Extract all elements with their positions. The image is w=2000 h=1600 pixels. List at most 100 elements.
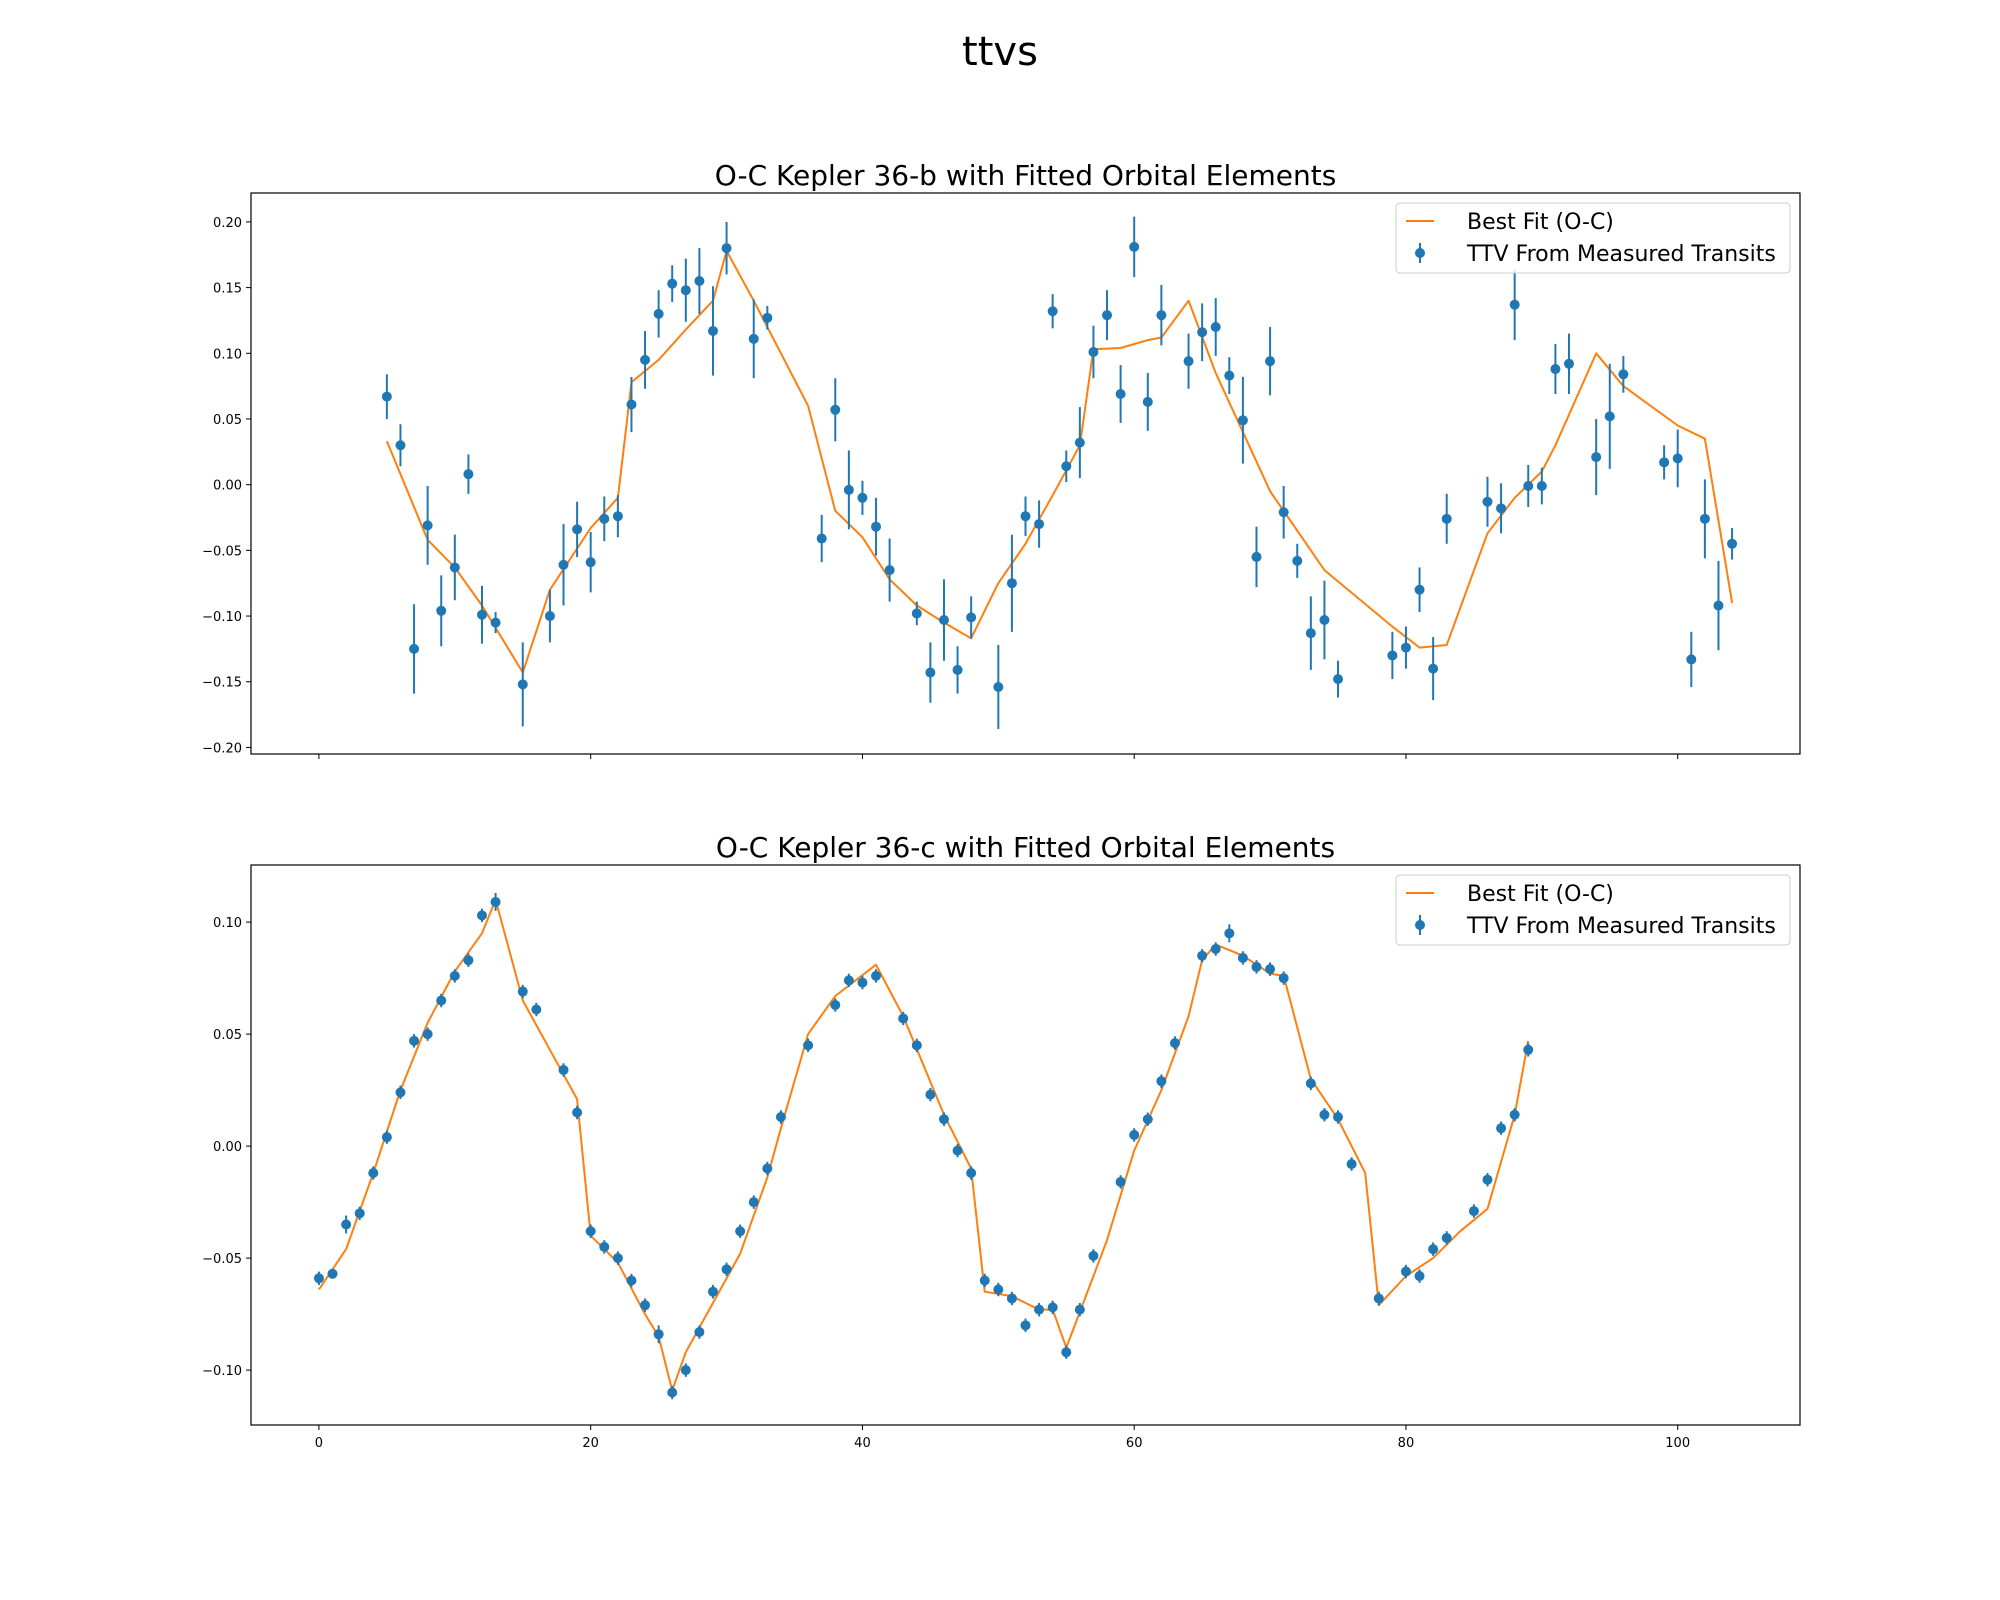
legend-label-fit: Best Fit (O-C) [1467, 882, 1614, 907]
data-point [667, 1387, 678, 1398]
data-point [449, 970, 460, 981]
data-point [762, 312, 773, 323]
legend-marker-swatch [1415, 248, 1425, 258]
legend-frame [1395, 874, 1791, 946]
data-point [1061, 461, 1072, 472]
data-point [640, 354, 651, 365]
data-point [1305, 628, 1316, 639]
data-point [1333, 674, 1344, 685]
data-point [762, 1163, 773, 1174]
data-point [1197, 950, 1208, 961]
data-point [612, 1253, 623, 1264]
data-point [667, 278, 678, 289]
data-point [1604, 411, 1615, 422]
data-point [1319, 1109, 1330, 1120]
data-point [599, 1241, 610, 1252]
data-point [1496, 1123, 1507, 1134]
data-point [1020, 511, 1031, 522]
legend-label-measured: TTV From Measured Transits [1466, 914, 1776, 939]
data-point [1142, 1114, 1153, 1125]
data-point [381, 1132, 392, 1143]
data-point [1659, 457, 1670, 468]
data-point [680, 1365, 691, 1376]
data-point [1251, 961, 1262, 972]
data-point [1373, 1293, 1384, 1304]
data-point [490, 617, 501, 628]
data-point [1319, 614, 1330, 625]
data-point [1156, 310, 1167, 321]
data-point [1006, 1293, 1017, 1304]
data-point [707, 1286, 718, 1297]
data-point [1441, 1232, 1452, 1243]
y-tick-label: −0.05 [202, 1252, 242, 1267]
data-point [313, 1273, 324, 1284]
data-point [1441, 513, 1452, 524]
plot-area [313, 893, 1534, 1400]
data-point [436, 995, 447, 1006]
legend-marker-swatch [1415, 920, 1425, 930]
data-point [422, 1029, 433, 1040]
data-point [626, 1275, 637, 1286]
data-point [1006, 578, 1017, 589]
data-point [354, 1208, 365, 1219]
data-point [463, 955, 474, 966]
data-point [1142, 396, 1153, 407]
data-point [1482, 1174, 1493, 1185]
data-point [395, 440, 406, 451]
data-point [775, 1112, 786, 1122]
y-tick-label: 0.10 [213, 916, 242, 931]
data-point [463, 469, 474, 480]
data-point [871, 521, 882, 532]
data-point [966, 612, 977, 623]
data-point [1536, 480, 1547, 491]
y-tick-label: 0.10 [213, 347, 242, 362]
data-point [1047, 306, 1058, 317]
x-tick-label: 20 [582, 1436, 599, 1451]
x-tick-label: 0 [315, 1436, 323, 1451]
data-point [1088, 1250, 1099, 1261]
data-point [952, 1145, 963, 1156]
data-point [1061, 1347, 1072, 1358]
data-point [640, 1300, 651, 1311]
data-point [341, 1219, 352, 1230]
data-point [449, 562, 460, 573]
data-point [1713, 600, 1724, 611]
axes-frame [250, 864, 1801, 1426]
data-point [1237, 952, 1248, 963]
data-point [1509, 1109, 1520, 1120]
data-point [1169, 1038, 1180, 1049]
data-point [816, 533, 827, 544]
data-point [748, 333, 759, 344]
data-point [1129, 241, 1140, 252]
data-point [938, 1114, 949, 1125]
data-point [1156, 1076, 1167, 1087]
data-point [925, 1089, 936, 1100]
data-point [1414, 584, 1425, 595]
data-point [626, 399, 637, 410]
data-point [1496, 503, 1507, 514]
data-point [1305, 1078, 1316, 1089]
data-point [381, 391, 392, 402]
data-point [1387, 650, 1398, 661]
y-tick-label: −0.10 [202, 1364, 242, 1379]
data-point [585, 1226, 596, 1237]
data-point [1400, 642, 1411, 653]
data-point [843, 975, 854, 986]
y-tick-label: 0.00 [213, 479, 242, 494]
data-point [898, 1013, 909, 1024]
data-point [1482, 496, 1493, 507]
legend: Best Fit (O-C) TTV From Measured Transits [1395, 874, 1791, 946]
data-point [1523, 480, 1534, 491]
data-point [490, 896, 501, 907]
y-tick-label: 0.20 [213, 216, 242, 231]
x-tick-label: 60 [1126, 1436, 1143, 1451]
data-point [409, 643, 420, 654]
data-point [1251, 551, 1262, 562]
data-point [1224, 370, 1235, 381]
data-point [572, 1107, 583, 1118]
data-point [558, 559, 569, 570]
data-point [1265, 964, 1276, 975]
data-point [517, 986, 528, 997]
data-point [871, 970, 882, 981]
data-point [422, 520, 433, 531]
